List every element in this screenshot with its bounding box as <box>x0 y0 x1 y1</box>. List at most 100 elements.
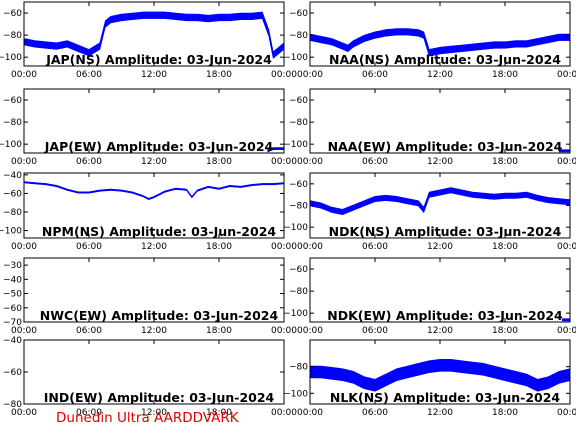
data-point <box>261 183 263 185</box>
x-tick-label: 18:00 <box>492 242 518 252</box>
y-tick-label: −60 <box>3 368 22 378</box>
y-tick-label: −80 <box>3 31 22 41</box>
amplitude-trace <box>310 187 570 216</box>
data-point <box>504 374 506 376</box>
panel-title: IND(EW) Amplitude: 03-Jun-2024 <box>44 390 275 405</box>
panel-4: −100 −80 −60 00:00 06:00 12:00 18:00 00:00 NAA(E… <box>283 88 576 167</box>
data-point <box>461 191 463 194</box>
y-tick-label: −60 <box>3 304 22 314</box>
series-line <box>310 189 570 213</box>
x-tick-label: 18:00 <box>492 157 518 167</box>
data-point <box>331 372 333 374</box>
y-tick-label: −100 <box>0 53 22 63</box>
x-tick-label: 12:00 <box>427 70 453 80</box>
amplitude-trace <box>310 28 570 57</box>
data-point <box>153 14 155 16</box>
data-point <box>450 364 452 366</box>
y-tick-label: −100 <box>283 140 308 150</box>
data-point <box>120 190 123 192</box>
data-point <box>240 186 242 188</box>
x-tick-label: 00:00 <box>11 157 37 167</box>
data-point <box>515 376 517 378</box>
data-point <box>558 376 560 378</box>
data-point <box>347 47 349 49</box>
y-tick-label: −100 <box>0 227 22 237</box>
x-tick-label: 00:00 <box>271 242 297 252</box>
y-tick-label: −80 <box>289 31 308 41</box>
noise-band <box>24 181 284 201</box>
x-tick-label: 00:00 <box>557 408 576 418</box>
x-tick-label: 00:00 <box>297 326 323 336</box>
data-point <box>88 52 90 54</box>
x-tick-label: 06:00 <box>362 242 388 252</box>
data-point <box>493 196 495 198</box>
x-tick-label: 00:00 <box>11 70 37 80</box>
data-point <box>153 196 155 198</box>
data-point <box>77 47 79 49</box>
x-tick-label: 06:00 <box>76 326 102 336</box>
x-tick-label: 18:00 <box>492 408 518 418</box>
data-point <box>385 32 387 34</box>
data-point <box>320 38 322 41</box>
data-point <box>374 34 376 36</box>
data-point <box>250 15 253 17</box>
x-tick-label: 06:00 <box>76 157 102 167</box>
data-point <box>526 43 528 45</box>
y-tick-label: −40 <box>3 171 22 181</box>
data-point <box>142 14 144 16</box>
data-point <box>331 41 333 43</box>
data-point <box>493 44 495 46</box>
data-point <box>504 44 506 46</box>
y-tick-label: −60 <box>289 9 308 19</box>
y-tick-label: −30 <box>3 261 22 271</box>
y-tick-label: −80 <box>3 400 22 410</box>
panel-5: −100 −80 −60 −40 00:00 06:00 12:00 18:00 00:00 NP… <box>0 171 297 252</box>
data-point <box>558 36 560 38</box>
data-point <box>439 49 441 52</box>
x-tick-label: 00:00 <box>297 70 323 80</box>
data-point <box>88 191 90 194</box>
data-point <box>526 194 528 196</box>
data-point <box>547 199 549 201</box>
data-point <box>164 190 166 193</box>
x-tick-label: 00:00 <box>271 326 297 336</box>
x-tick-label: 00:00 <box>271 408 297 418</box>
data-point <box>461 366 463 368</box>
data-point <box>558 200 560 202</box>
data-point <box>331 209 333 211</box>
data-point <box>363 37 365 40</box>
y-tick-label: −80 <box>289 363 308 373</box>
x-tick-label: 06:00 <box>362 408 388 418</box>
x-tick-label: 18:00 <box>492 70 518 80</box>
data-point <box>66 43 68 45</box>
data-point <box>131 15 133 17</box>
x-tick-label: 00:00 <box>297 408 323 418</box>
data-point <box>261 14 263 16</box>
x-tick-label: 06:00 <box>76 242 102 252</box>
data-point <box>196 16 198 19</box>
panel-2: −100 −80 −60 00:00 06:00 12:00 18:00 00:00 NAA(N… <box>283 1 576 80</box>
amplitude-trace <box>310 359 570 392</box>
data-point <box>229 185 231 187</box>
series-line <box>24 181 284 200</box>
data-point <box>352 376 354 378</box>
x-tick-label: 00:00 <box>11 408 37 418</box>
data-point <box>450 48 452 51</box>
data-point <box>175 15 177 17</box>
panel-10: −100 −80 00:00 06:00 12:00 18:00 00:00 NLK(NS) … <box>283 339 576 418</box>
x-tick-label: 12:00 <box>141 157 167 167</box>
data-point <box>45 44 47 46</box>
data-point <box>185 16 188 19</box>
y-tick-label: −100 <box>283 53 308 63</box>
data-point <box>558 150 560 152</box>
amplitude-trace <box>561 318 570 322</box>
footer-label: Dunedin Ultra AARDDVARK <box>56 410 240 426</box>
y-tick-label: −60 <box>3 9 22 19</box>
data-point <box>536 41 539 43</box>
data-point <box>363 382 365 384</box>
panel-title: NWC(EW) Amplitude: 03-Jun-2024 <box>40 308 279 323</box>
x-tick-label: 00:00 <box>297 242 323 252</box>
y-tick-label: −80 <box>3 118 22 128</box>
x-tick-label: 18:00 <box>492 326 518 336</box>
panel-6: −100 −80 −60 00:00 06:00 12:00 18:00 00:00 NDK(N… <box>283 172 576 252</box>
